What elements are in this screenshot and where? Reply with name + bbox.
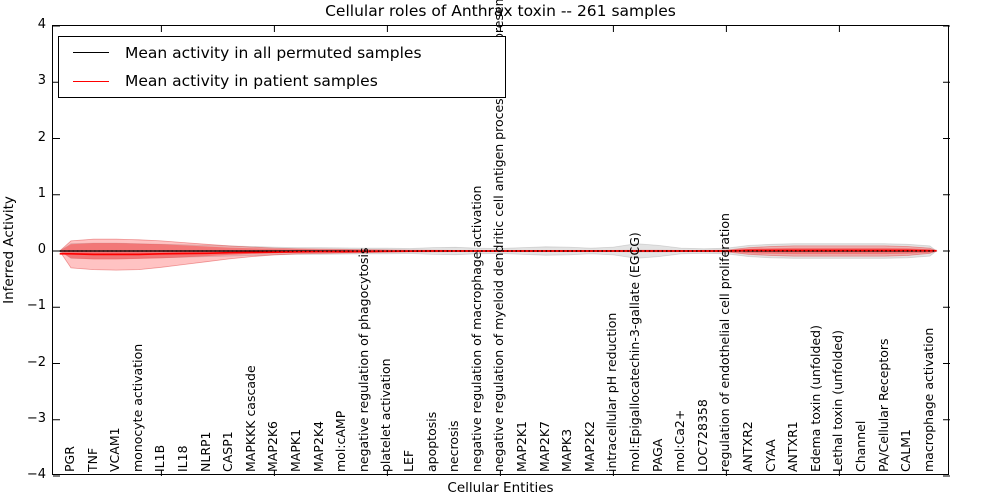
patient-line-swatch [73, 80, 109, 82]
y-tick-label: −4 [26, 467, 46, 482]
y-tick-label: 4 [37, 17, 46, 32]
chart-canvas [53, 25, 950, 477]
legend-item-permuted: Mean activity in all permuted samples [59, 40, 505, 66]
permuted-line-swatch [73, 52, 109, 54]
y-tick-label: −2 [26, 354, 46, 370]
legend-box: Mean activity in all permuted samples Me… [58, 36, 506, 98]
legend-label-permuted: Mean activity in all permuted samples [125, 43, 422, 62]
y-tick-label: 2 [37, 129, 46, 145]
patient-mean-line [59, 249, 937, 256]
y-tick-label: −1 [26, 298, 46, 314]
legend-item-patient: Mean activity in patient samples [59, 68, 505, 94]
chart-title: Cellular roles of Anthrax toxin -- 261 s… [325, 2, 676, 20]
y-tick-label: 1 [37, 185, 46, 201]
plot-area [52, 25, 950, 477]
x-axis-title: Cellular Entities [447, 480, 554, 496]
y-axis-title: Inferred Activity [1, 196, 17, 304]
legend-label-patient: Mean activity in patient samples [125, 72, 378, 91]
y-tick-label: −3 [26, 410, 46, 426]
y-tick-label: 0 [37, 242, 46, 257]
y-tick-label: 3 [37, 73, 46, 89]
